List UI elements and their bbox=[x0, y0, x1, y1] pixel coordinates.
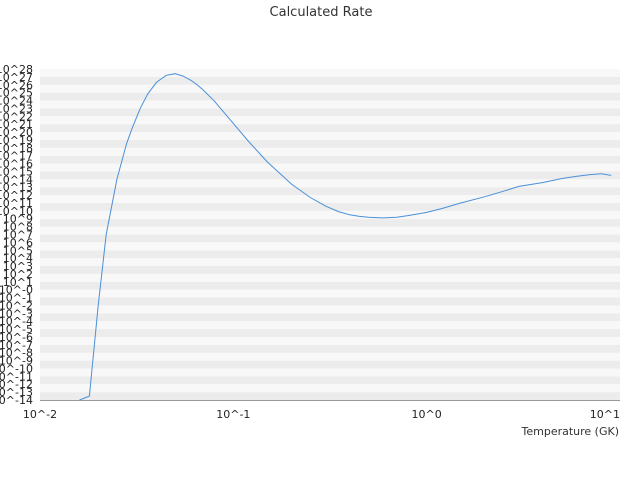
grid-band bbox=[40, 242, 620, 251]
y-tick-label: 10^14 bbox=[0, 173, 33, 186]
chart-title: Calculated Rate bbox=[270, 5, 373, 20]
y-tick-label: 10^24 bbox=[0, 95, 33, 108]
grid-band bbox=[40, 195, 620, 203]
grid-band bbox=[40, 76, 620, 85]
y-tick-label: 10^-8 bbox=[0, 347, 33, 360]
x-tick-label: 10^1 bbox=[590, 408, 620, 421]
grid-band bbox=[40, 69, 620, 77]
y-tick-label: 10^5 bbox=[3, 244, 33, 257]
grid-band bbox=[40, 139, 620, 148]
y-tick-label: 10^17 bbox=[0, 150, 33, 163]
grid-band bbox=[40, 116, 620, 125]
grid-band bbox=[40, 258, 620, 267]
grid-band bbox=[40, 155, 620, 164]
y-tick-label: 10^9 bbox=[3, 213, 33, 226]
y-tick-label: 10^19 bbox=[0, 134, 33, 147]
y-tick-label: 10^-1 bbox=[0, 292, 33, 305]
y-tick-label: 10^3 bbox=[3, 260, 33, 273]
grid-band bbox=[40, 336, 620, 345]
y-tick-label: 10^8 bbox=[3, 221, 33, 234]
y-axis-ticks: 10^-1410^-1310^-1210^-1110^-1010^-910^-8… bbox=[0, 63, 33, 407]
grid-band bbox=[40, 100, 620, 109]
grid-band bbox=[40, 179, 620, 188]
y-tick-label: 10^-13 bbox=[0, 386, 33, 399]
y-tick-label: 10^-7 bbox=[0, 339, 33, 352]
grid-band bbox=[40, 368, 620, 377]
grid-band bbox=[40, 384, 620, 393]
grid-band bbox=[40, 281, 620, 290]
grid-band bbox=[40, 84, 620, 93]
y-tick-label: 10^-6 bbox=[0, 331, 33, 344]
y-tick-label: 10^23 bbox=[0, 102, 33, 115]
grid-band bbox=[40, 392, 620, 400]
y-tick-label: 10^10 bbox=[0, 205, 33, 218]
grid-band bbox=[40, 344, 620, 353]
grid-band bbox=[40, 132, 620, 140]
y-tick-label: 10^11 bbox=[0, 197, 33, 210]
grid-band bbox=[40, 124, 620, 133]
grid-band bbox=[40, 352, 620, 361]
grid-band bbox=[40, 297, 620, 306]
y-tick-label: 10^13 bbox=[0, 181, 33, 194]
grid-band bbox=[40, 289, 620, 298]
y-tick-label: 10^15 bbox=[0, 165, 33, 178]
y-tick-label: 10^-11 bbox=[0, 370, 33, 383]
y-tick-label: 10^16 bbox=[0, 158, 33, 171]
y-tick-label: 10^27 bbox=[0, 71, 33, 84]
y-tick-label: 10^22 bbox=[0, 110, 33, 123]
y-tick-label: 10^26 bbox=[0, 79, 33, 92]
x-axis-title: Temperature (GK) bbox=[521, 425, 620, 438]
grid-band bbox=[40, 147, 620, 156]
y-tick-label: 10^-12 bbox=[0, 378, 33, 391]
y-tick-label: 10^2 bbox=[3, 268, 33, 281]
grid-band bbox=[40, 187, 620, 196]
y-tick-label: 10^18 bbox=[0, 142, 33, 155]
grid-band bbox=[40, 250, 620, 259]
grid-band bbox=[40, 329, 620, 337]
grid-band bbox=[40, 376, 620, 385]
grid-band bbox=[40, 210, 620, 219]
grid-band bbox=[40, 313, 620, 322]
y-tick-label: 10^1 bbox=[3, 276, 33, 289]
x-tick-label: 10^-2 bbox=[23, 408, 57, 421]
grid-band bbox=[40, 266, 620, 274]
x-tick-label: 10^-1 bbox=[216, 408, 250, 421]
y-tick-label: 10^20 bbox=[0, 126, 33, 139]
grid-band bbox=[40, 202, 620, 211]
grid-band bbox=[40, 108, 620, 117]
grid-band bbox=[40, 171, 620, 180]
grid-band bbox=[40, 305, 620, 314]
grid-band bbox=[40, 360, 620, 369]
grid-band bbox=[40, 92, 620, 101]
y-tick-label: 10^-4 bbox=[0, 315, 33, 328]
grid-band bbox=[40, 218, 620, 227]
grid-band bbox=[40, 273, 620, 282]
y-tick-label: 10^28 bbox=[0, 63, 33, 76]
y-tick-label: 10^-3 bbox=[0, 307, 33, 320]
y-tick-label: 10^-9 bbox=[0, 355, 33, 368]
grid-band bbox=[40, 226, 620, 235]
grid-band bbox=[40, 163, 620, 172]
x-axis-ticks: 10^-2 10^-1 10^0 10^1 bbox=[23, 408, 620, 421]
grid-band bbox=[40, 234, 620, 243]
y-tick-label: 10^4 bbox=[3, 252, 33, 265]
y-tick-label: 10^7 bbox=[3, 229, 33, 242]
series-line bbox=[79, 73, 612, 401]
y-tick-label: 10^-14 bbox=[0, 394, 33, 407]
y-tick-label: 10^-2 bbox=[0, 299, 33, 312]
y-tick-label: 10^12 bbox=[0, 189, 33, 202]
y-tick-label: 10^-5 bbox=[0, 323, 33, 336]
y-tick-label: 10^6 bbox=[3, 236, 33, 249]
grid-band bbox=[40, 321, 620, 330]
y-tick-label: 10^25 bbox=[0, 87, 33, 100]
x-tick-label: 10^0 bbox=[412, 408, 442, 421]
y-tick-label: 10^-10 bbox=[0, 362, 33, 375]
y-tick-label: 10^21 bbox=[0, 118, 33, 131]
grid-bands bbox=[40, 69, 620, 400]
y-tick-label: 10^-0 bbox=[0, 284, 33, 297]
